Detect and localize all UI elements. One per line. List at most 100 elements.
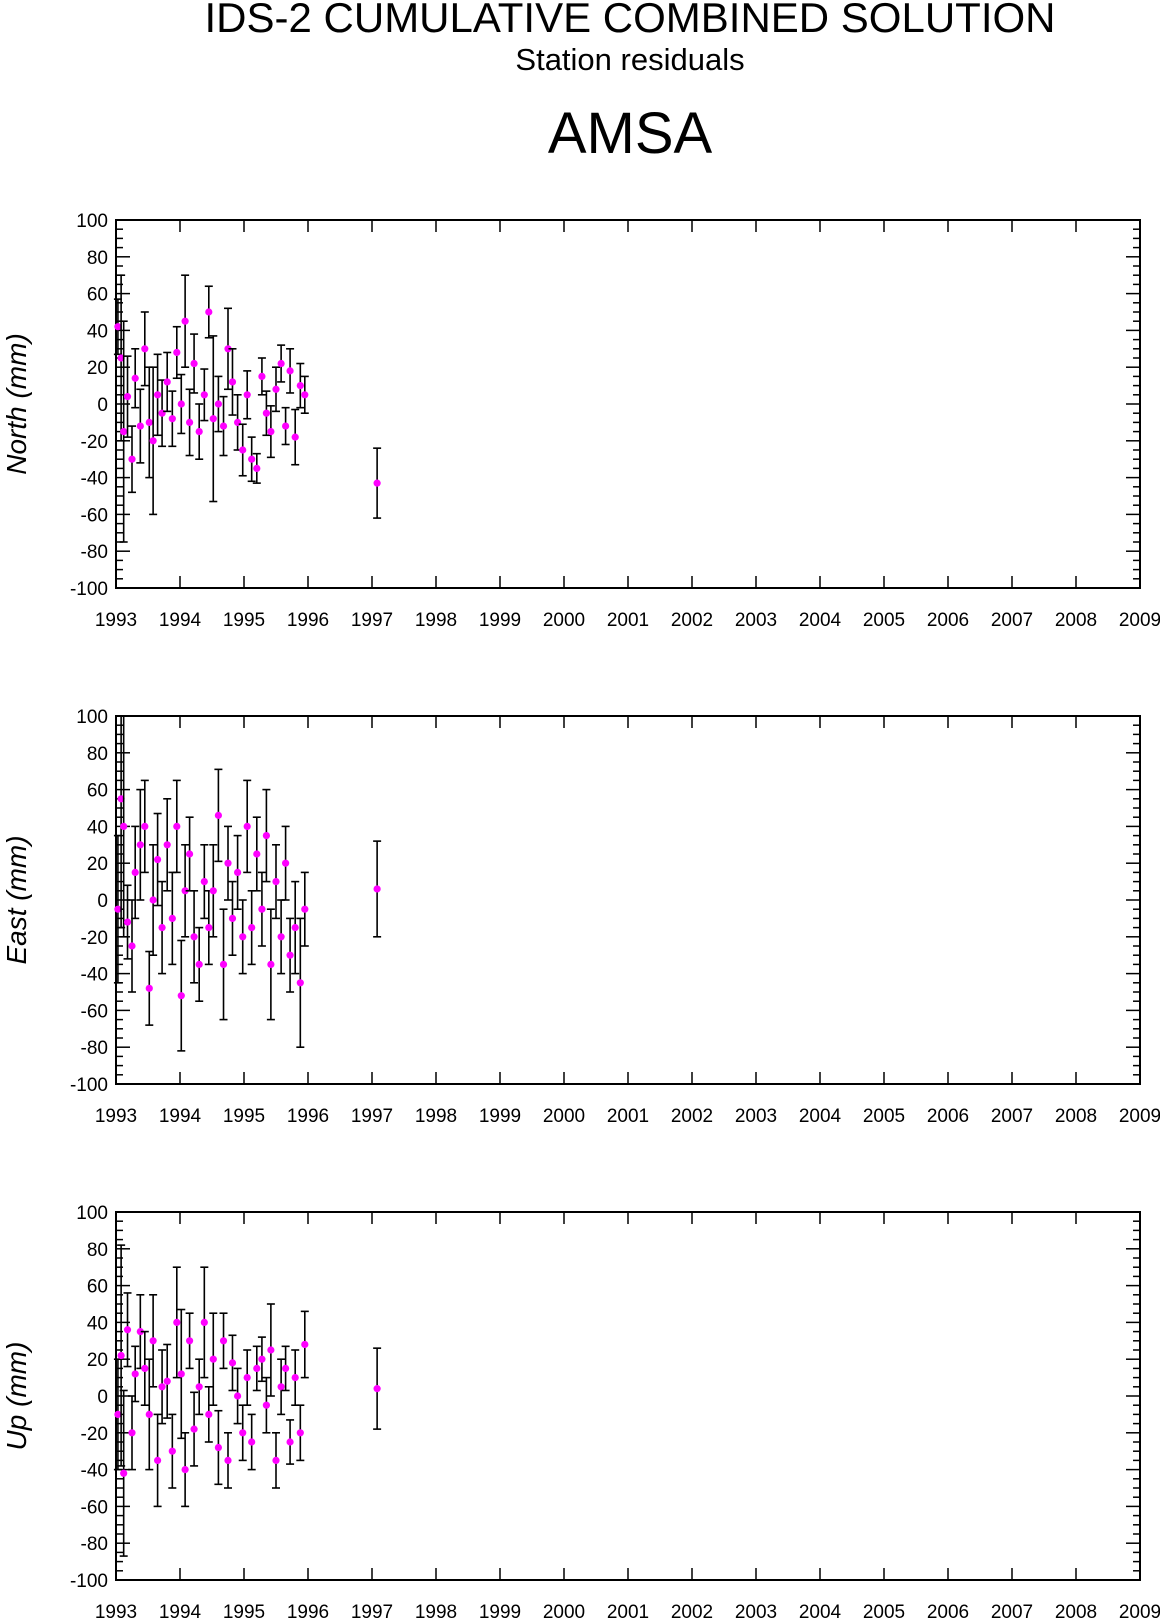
- data-point: [286, 951, 294, 959]
- plot-panel-1: 100 80 60 40 20 0 -20 -40 -60 -80 -100 1993 1994 1995…: [1, 211, 1160, 631]
- data-point: [301, 1340, 309, 1349]
- plot-frame: [115, 715, 1141, 1085]
- x-tick-label: 2002: [671, 610, 713, 631]
- plot-panel-2: 100 80 60 40 20 0 -20 -40 -60 -80 -100 1993 1994 1995…: [1, 707, 1160, 1127]
- data-point: [177, 1370, 185, 1378]
- data-point: [262, 1401, 270, 1409]
- data-point: [286, 1438, 294, 1446]
- data-point: [243, 391, 251, 399]
- station-name: AMSA: [547, 101, 713, 166]
- data-point: [128, 1429, 136, 1437]
- y-tick-label: 20: [87, 1350, 108, 1371]
- x-tick-label: 2006: [927, 610, 969, 631]
- x-tick-label: 2001: [607, 1106, 649, 1127]
- x-tick-label: 1996: [287, 1106, 329, 1127]
- data-point: [214, 1443, 222, 1452]
- data-point: [373, 479, 381, 487]
- data-point: [200, 1318, 208, 1326]
- data-point: [114, 905, 122, 913]
- data-point: [219, 422, 228, 430]
- data-point: [258, 1355, 266, 1363]
- data-point: [258, 372, 266, 380]
- chart-subtitle: Station residuals: [515, 42, 745, 77]
- data-point: [141, 822, 149, 831]
- x-tick-label: 2003: [735, 1106, 777, 1127]
- data-point: [282, 1364, 290, 1372]
- data-point: [117, 1351, 125, 1360]
- x-tick-label: 1995: [223, 610, 265, 631]
- data-point: [141, 345, 149, 353]
- data-point: [123, 1326, 132, 1334]
- data-point: [149, 896, 157, 904]
- x-tick-label: 2001: [607, 1602, 649, 1621]
- data-point: [373, 1385, 381, 1393]
- y-tick-label: 40: [87, 321, 108, 342]
- data-point: [149, 437, 157, 445]
- y-tick-label: -60: [81, 1001, 108, 1022]
- y-axis-label: East (mm): [1, 835, 32, 964]
- y-tick-label: -40: [81, 1461, 108, 1482]
- data-point: [267, 1346, 275, 1354]
- data-point: [114, 1410, 122, 1418]
- y-tick-label: 60: [87, 781, 108, 802]
- y-tick-label: 100: [76, 211, 108, 232]
- data-point: [282, 859, 290, 867]
- y-tick-label: -20: [81, 432, 108, 453]
- x-tick-label: 2005: [863, 1602, 905, 1621]
- data-point: [120, 822, 128, 831]
- data-point: [248, 924, 256, 932]
- data-point: [267, 960, 275, 969]
- data-point: [253, 1364, 261, 1372]
- chart-title: IDS-2 CUMULATIVE COMBINED SOLUTION: [204, 0, 1056, 41]
- data-point: [177, 400, 185, 408]
- data-point: [214, 811, 222, 819]
- data-point: [214, 400, 222, 408]
- x-tick-label: 1993: [95, 610, 137, 631]
- x-tick-label: 2009: [1119, 1106, 1160, 1127]
- data-point: [200, 878, 208, 886]
- data-point: [145, 984, 153, 992]
- x-tick-label: 2002: [671, 1106, 713, 1127]
- y-tick-label: -100: [70, 1075, 108, 1096]
- data-point: [190, 1425, 198, 1433]
- data-point: [158, 924, 166, 932]
- x-tick-label: 2006: [927, 1106, 969, 1127]
- data-point: [277, 933, 285, 941]
- data-point: [224, 859, 232, 867]
- data-point: [267, 428, 275, 436]
- data-point: [253, 850, 261, 858]
- data-point: [277, 359, 285, 368]
- x-tick-label: 1998: [415, 1602, 457, 1621]
- x-tick-label: 2005: [863, 610, 905, 631]
- x-tick-label: 1993: [95, 1106, 137, 1127]
- data-point: [239, 1429, 247, 1437]
- x-tick-label: 2000: [543, 1602, 585, 1621]
- y-tick-label: -80: [81, 542, 108, 563]
- data-point: [158, 1383, 166, 1391]
- data-point: [163, 841, 171, 849]
- data-point: [296, 1429, 304, 1437]
- y-tick-label: 40: [87, 1313, 108, 1334]
- x-tick-label: 2006: [927, 1602, 969, 1621]
- y-tick-label: -80: [81, 1038, 108, 1059]
- data-point: [181, 887, 189, 895]
- y-tick-label: -20: [81, 928, 108, 949]
- data-point: [243, 1374, 251, 1382]
- data-point: [186, 1337, 194, 1345]
- data-point: [224, 1456, 232, 1464]
- data-point: [291, 433, 299, 441]
- data-point: [120, 428, 128, 436]
- y-tick-label: -80: [81, 1534, 108, 1555]
- data-point: [228, 914, 237, 923]
- data-point: [154, 1456, 162, 1464]
- x-tick-label: 1999: [479, 1106, 521, 1127]
- y-tick-label: -40: [81, 965, 108, 986]
- data-point: [262, 832, 270, 840]
- data-point: [286, 367, 294, 375]
- x-tick-label: 1996: [287, 610, 329, 631]
- data-point: [123, 918, 132, 926]
- x-tick-label: 2008: [1055, 1602, 1097, 1621]
- data-point: [120, 1469, 128, 1477]
- y-tick-label: 0: [97, 1387, 108, 1408]
- y-tick-label: 40: [87, 817, 108, 838]
